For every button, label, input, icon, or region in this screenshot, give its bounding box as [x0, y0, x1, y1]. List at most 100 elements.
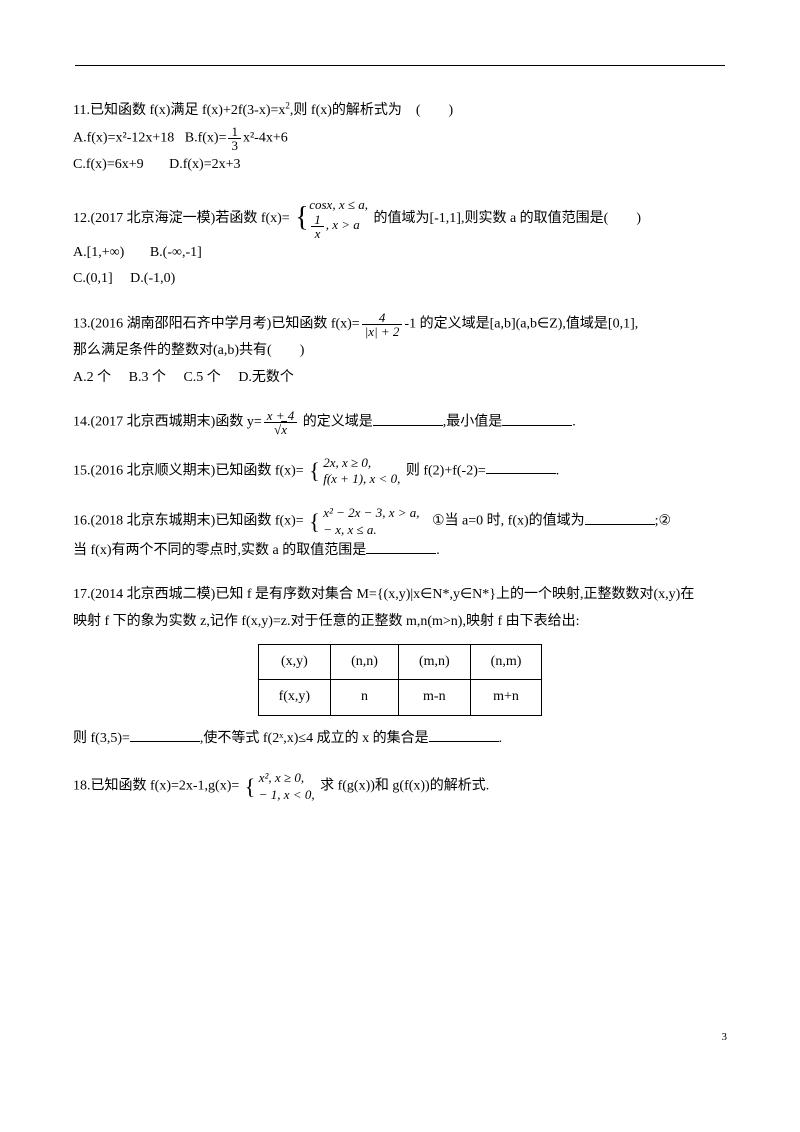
q15-stem-b: 则 f(2)+f(-2)= [406, 463, 486, 478]
q14-stem-c: ,最小值是 [443, 415, 503, 430]
q13-opt-a: A.2 个 [73, 370, 111, 385]
piecewise-q18: { x², x ≥ 0, − 1, x < 0, [245, 770, 315, 803]
brace-icon: { [309, 452, 320, 491]
question-18: 18.已知函数 f(x)=2x-1,g(x)= { x², x ≥ 0, − 1… [73, 770, 727, 803]
q11-opt-d: D.f(x)=2x+3 [169, 157, 240, 172]
piecewise-q15: { 2x, x ≥ 0, f(x + 1), x < 0, [309, 455, 400, 488]
blank [585, 510, 655, 525]
q18-stem-b: 求 f(g(x))和 g(f(x))的解析式. [320, 779, 489, 794]
page: 11.已知函数 f(x)满足 f(x)+2f(3-x)=x2,则 f(x)的解析… [0, 0, 800, 1067]
q15-stem-a: 15.(2016 北京顺义期末)已知函数 f(x)= [73, 463, 304, 478]
q12-opt-d: D.(-1,0) [130, 271, 175, 286]
q13-opt-b: B.3 个 [129, 370, 166, 385]
q16-stem-a: 16.(2018 北京东城期末)已知函数 f(x)= [73, 514, 304, 529]
page-number: 3 [722, 1031, 728, 1043]
question-14: 14.(2017 北京西城期末)函数 y=x + 4√x 的定义域是 ,最小值是. [73, 409, 727, 436]
fraction-1-x: 1x [311, 213, 324, 240]
question-15: 15.(2016 北京顺义期末)已知函数 f(x)= { 2x, x ≥ 0, … [73, 455, 727, 488]
q11-opt-c: C.f(x)=6x+9 [73, 157, 144, 172]
q12-stem-a: 12.(2017 北京海淀一模)若函数 f(x)= [73, 210, 290, 225]
q13-opt-c: C.5 个 [183, 370, 220, 385]
pw-row2: − x, x ≤ a. [323, 522, 376, 537]
q16-line2a: 当 f(x)有两个不同的零点时,实数 a 的取值范围是 [73, 543, 366, 558]
piecewise-q12: { cosx, x ≤ a, 1x, x > a [295, 197, 368, 240]
pw-row2: − 1, x < 0, [259, 787, 315, 802]
frac-num: 1 [228, 125, 241, 139]
table-cell: f(x,y) [258, 680, 331, 716]
pw-row1: cosx, x ≤ a, [309, 197, 368, 212]
q16-stem-c: ;② [655, 514, 671, 529]
mapping-table: (x,y) (n,n) (m,n) (n,m) f(x,y) n m-n m+n [258, 644, 543, 716]
q11-choices-row2: C.f(x)=6x+9 D.f(x)=2x+3 [73, 157, 263, 172]
fraction-1-3: 13 [228, 125, 241, 152]
table-row: f(x,y) n m-n m+n [258, 680, 542, 716]
fraction-q13: 4|x| + 2 [362, 311, 403, 338]
pw-row2: 1x, x > a [309, 217, 360, 232]
q17-line3a: 则 f(3,5)= [73, 731, 130, 746]
brace-icon: { [309, 502, 320, 541]
blank [366, 539, 436, 554]
frac-num: 4 [362, 311, 403, 325]
q18-stem-a: 18.已知函数 f(x)=2x-1,g(x)= [73, 779, 239, 794]
table-cell: (x,y) [258, 644, 331, 680]
q12-choices-row2: C.(0,1] D.(-1,0) [73, 271, 189, 286]
blank [429, 727, 499, 742]
frac-den: √x [264, 423, 298, 436]
brace-icon: { [295, 194, 308, 243]
question-16: 16.(2018 北京东城期末)已知函数 f(x)= { x² − 2x − 3… [73, 505, 727, 564]
table-cell: (n,m) [470, 644, 542, 680]
question-12: 12.(2017 北京海淀一模)若函数 f(x)= { cosx, x ≤ a,… [73, 197, 727, 293]
piecewise-q16: { x² − 2x − 3, x > a, − x, x ≤ a. [309, 505, 419, 538]
blank [130, 727, 200, 742]
question-17: 17.(2014 北京西城二模)已知 f 是有序数对集合 M={(x,y)|x∈… [73, 582, 727, 752]
frac-den: |x| + 2 [362, 325, 403, 338]
q17-line3c: . [499, 731, 503, 746]
q17-line2: 映射 f 下的象为实数 z,记作 f(x,y)=z.对于任意的正整数 m,n(m… [73, 614, 580, 629]
q13-line2: 那么满足条件的整数对(a,b)共有( ) [73, 343, 304, 358]
q16-line2b: . [436, 543, 440, 558]
table-cell: (n,n) [331, 644, 399, 680]
q12-stem-b: 的值域为[-1,1],则实数 a 的取值范围是( ) [373, 210, 641, 225]
table-cell: m+n [470, 680, 542, 716]
q17-line1: 17.(2014 北京西城二模)已知 f 是有序数对集合 M={(x,y)|x∈… [73, 587, 694, 602]
q13-choices: A.2 个 B.3 个 C.5 个 D.无数个 [73, 370, 308, 385]
question-13: 13.(2016 湖南邵阳石齐中学月考)已知函数 f(x)=4|x| + 2-1… [73, 311, 727, 392]
pw-row1: 2x, x ≥ 0, [323, 455, 371, 470]
table-row: (x,y) (n,n) (m,n) (n,m) [258, 644, 542, 680]
frac-den: 3 [228, 139, 241, 152]
table-cell: n [331, 680, 399, 716]
q12-opt-a: A.[1,+∞) [73, 245, 124, 260]
q11-opt-a: A.f(x)=x²-12x+18 [73, 130, 174, 145]
sqrt-x: x [281, 422, 287, 437]
brace-icon: { [245, 767, 256, 806]
question-11: 11.已知函数 f(x)满足 f(x)+2f(3-x)=x2,则 f(x)的解析… [73, 98, 727, 179]
q13-opt-d: D.无数个 [238, 370, 294, 385]
frac-den: x [311, 227, 324, 240]
fraction-q14: x + 4√x [264, 409, 298, 436]
pw-row2: f(x + 1), x < 0, [323, 471, 400, 486]
q14-stem-b: 的定义域是 [299, 415, 373, 430]
pw-row2-cond: , x > a [326, 217, 360, 232]
q12-opt-c: C.(0,1] [73, 271, 113, 286]
q11-opt-b-pre: B.f(x)= [185, 130, 227, 145]
q16-stem-b: ①当 a=0 时, f(x)的值域为 [432, 514, 585, 529]
q14-stem-d: . [572, 415, 576, 430]
blank [373, 411, 443, 426]
blank [486, 459, 556, 474]
q13-stem-b: -1 的定义域是[a,b](a,b∈Z),值域是[0,1], [404, 317, 638, 332]
q11-opt-b-post: x²-4x+6 [243, 130, 288, 145]
table-cell: (m,n) [398, 644, 470, 680]
table-cell: m-n [398, 680, 470, 716]
q11-stem-a: 11.已知函数 f(x)满足 f(x)+2f(3-x)=x [73, 103, 285, 118]
q12-opt-b: B.(-∞,-1] [150, 245, 202, 260]
q11-stem-b: ,则 f(x)的解析式为 ( ) [290, 103, 453, 118]
q15-stem-c: . [556, 463, 560, 478]
pw-row1: x² − 2x − 3, x > a, [323, 505, 419, 520]
frac-num: 1 [311, 213, 324, 227]
pw-row1: x², x ≥ 0, [259, 770, 304, 785]
blank [502, 411, 572, 426]
q14-stem-a: 14.(2017 北京西城期末)函数 y= [73, 415, 262, 430]
q12-choices-row1: A.[1,+∞) B.(-∞,-1] [73, 245, 224, 260]
q17-line3b: ,使不等式 f(2ˣ,x)≤4 成立的 x 的集合是 [200, 731, 429, 746]
q13-stem-a: 13.(2016 湖南邵阳石齐中学月考)已知函数 f(x)= [73, 317, 360, 332]
